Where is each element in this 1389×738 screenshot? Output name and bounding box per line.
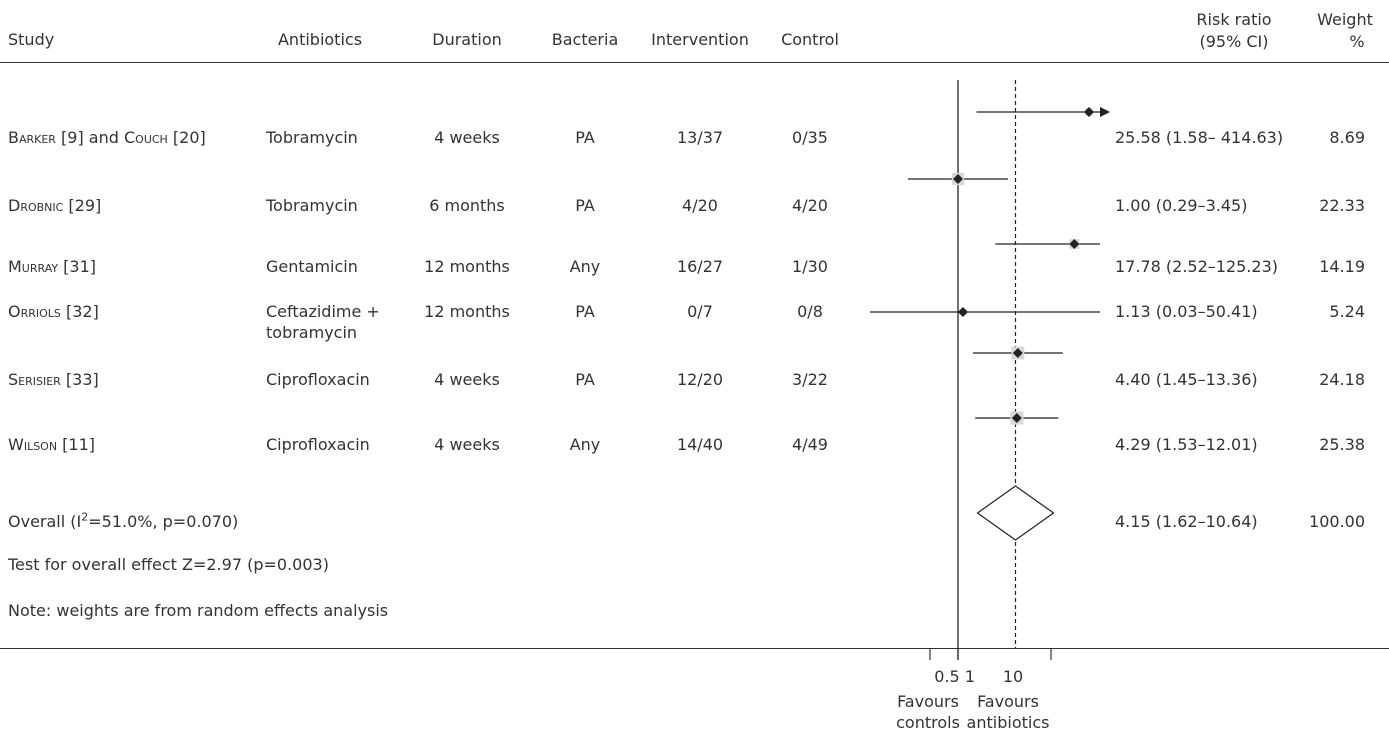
point-estimate	[953, 174, 963, 184]
point-estimate	[1069, 239, 1080, 249]
duration-cell: 6 months	[429, 196, 505, 215]
duration-cell: 4 weeks	[434, 370, 500, 389]
intervention-cell: 14/40	[676, 435, 724, 454]
header-risk-ratio: Risk ratio	[1196, 10, 1272, 29]
study-name: Drobnic [29]	[8, 196, 102, 215]
control-cell: 3/22	[792, 370, 828, 389]
intervention-cell: 16/27	[676, 257, 724, 276]
header-duration: Duration	[432, 30, 502, 49]
weight-cell: 14.19	[1319, 257, 1365, 276]
favours-controls-line2: controls	[896, 713, 960, 732]
header-study: Study	[8, 30, 55, 49]
rr-cell: 25.58 (1.58– 414.63)	[1115, 128, 1284, 147]
ci-arrow	[1100, 107, 1110, 117]
header-bacteria: Bacteria	[551, 30, 619, 49]
antibiotic-cell: Ciprofloxacin	[266, 435, 370, 454]
study-name: Orriols [32]	[8, 302, 99, 321]
footer-rule	[0, 648, 1389, 649]
bacteria-cell: Any	[569, 257, 601, 276]
bacteria-cell: Any	[569, 435, 601, 454]
control-cell: 1/30	[792, 257, 828, 276]
bacteria-cell: PA	[575, 302, 595, 321]
study-name: Murray [31]	[8, 257, 97, 276]
study-name: Wilson [11]	[8, 435, 95, 454]
rr-cell: 4.29 (1.53–12.01)	[1115, 435, 1258, 454]
header-intervention: Intervention	[651, 30, 749, 49]
duration-cell: 4 weeks	[434, 435, 500, 454]
intervention-cell: 0/7	[687, 302, 713, 321]
rr-cell: 1.13 (0.03–50.41)	[1115, 302, 1258, 321]
rr-cell: 17.78 (2.52–125.23)	[1115, 257, 1278, 276]
duration-cell: 4 weeks	[434, 128, 500, 147]
weight-cell: 22.33	[1319, 196, 1365, 215]
tick-label: 1	[964, 667, 976, 686]
point-estimate	[1083, 107, 1094, 117]
intervention-cell: 13/37	[676, 128, 724, 147]
antibiotic-cell: Gentamicin	[266, 257, 358, 276]
favours-controls-line1: Favours	[897, 692, 959, 711]
control-cell: 0/35	[792, 128, 828, 147]
header-weight-pct: %	[1349, 32, 1365, 51]
antibiotic-cell: Tobramycin	[266, 128, 358, 147]
control-cell: 4/49	[792, 435, 828, 454]
bacteria-cell: PA	[575, 370, 595, 389]
weight-cell: 25.38	[1319, 435, 1365, 454]
bacteria-cell: PA	[575, 196, 595, 215]
antibiotic-cell: Tobramycin	[266, 196, 358, 215]
antibiotic-cell: Ciprofloxacin	[266, 370, 370, 389]
overall-weight: 100.00	[1309, 512, 1365, 531]
overall-label: Overall (I2=51.0%, p=0.070)	[8, 510, 239, 531]
duration-cell: 12 months	[424, 257, 510, 276]
point-estimate	[1012, 348, 1023, 358]
control-cell: 4/20	[792, 196, 828, 215]
antibiotic-cell-line2: tobramycin	[266, 323, 358, 342]
header-control: Control	[781, 30, 839, 49]
header-weight: Weight	[1317, 10, 1373, 29]
favours-antibiotics-line1: Favours	[977, 692, 1039, 711]
control-cell: 0/8	[797, 302, 823, 321]
point-estimate	[957, 307, 968, 317]
rr-cell: 1.00 (0.29–3.45)	[1115, 196, 1248, 215]
tick-label: 0.5	[934, 667, 960, 686]
intervention-cell: 4/20	[682, 196, 718, 215]
favours-antibiotics-line2: antibiotics	[966, 713, 1050, 732]
overall-diamond	[976, 485, 1055, 541]
bacteria-cell: PA	[575, 128, 595, 147]
duration-cell: 12 months	[424, 302, 510, 321]
intervention-cell: 12/20	[676, 370, 724, 389]
tick-label: 10	[1002, 667, 1024, 686]
point-estimate	[1011, 413, 1022, 423]
weight-cell: 24.18	[1319, 370, 1365, 389]
study-name: Barker [9] and Couch [20]	[8, 128, 206, 147]
weights-note: Note: weights are from random effects an…	[8, 601, 389, 620]
header-antibiotics: Antibiotics	[277, 30, 363, 49]
rr-cell: 4.40 (1.45–13.36)	[1115, 370, 1258, 389]
header-ci: (95% CI)	[1199, 32, 1269, 51]
study-name: Serisier [33]	[8, 370, 99, 389]
header-rule	[0, 62, 1389, 63]
weight-cell: 8.69	[1329, 128, 1365, 147]
antibiotic-cell: Ceftazidime +	[266, 302, 380, 321]
overall-rr: 4.15 (1.62–10.64)	[1115, 512, 1258, 531]
weight-cell: 5.24	[1329, 302, 1365, 321]
overall-effect-test: Test for overall effect Z=2.97 (p=0.003)	[8, 555, 329, 574]
